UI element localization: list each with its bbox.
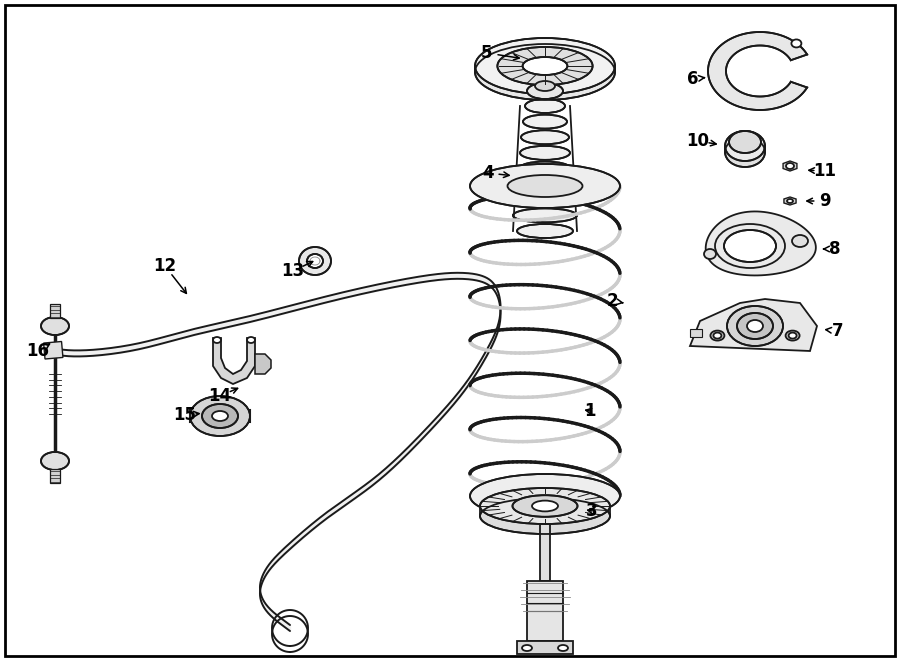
- Ellipse shape: [498, 47, 592, 85]
- Ellipse shape: [792, 235, 808, 247]
- Ellipse shape: [41, 452, 69, 470]
- Ellipse shape: [532, 500, 558, 512]
- Ellipse shape: [791, 40, 801, 48]
- Ellipse shape: [558, 645, 568, 651]
- Ellipse shape: [212, 411, 228, 421]
- Bar: [50, 304, 60, 318]
- Ellipse shape: [788, 332, 796, 338]
- Ellipse shape: [299, 247, 331, 275]
- Text: 10: 10: [687, 132, 709, 150]
- Text: 16: 16: [26, 342, 50, 360]
- Ellipse shape: [202, 404, 238, 428]
- Ellipse shape: [523, 57, 567, 75]
- Ellipse shape: [508, 175, 582, 197]
- Ellipse shape: [520, 146, 570, 160]
- Ellipse shape: [737, 313, 773, 339]
- Bar: [540, 521, 550, 581]
- Bar: [50, 469, 60, 483]
- Text: 11: 11: [814, 162, 836, 180]
- Ellipse shape: [480, 488, 610, 524]
- Polygon shape: [708, 32, 807, 110]
- Ellipse shape: [786, 330, 799, 340]
- Polygon shape: [706, 212, 816, 276]
- Polygon shape: [255, 354, 271, 374]
- Ellipse shape: [470, 164, 620, 208]
- Ellipse shape: [247, 337, 255, 343]
- Ellipse shape: [190, 396, 250, 436]
- Text: 2: 2: [607, 292, 617, 310]
- Ellipse shape: [475, 44, 615, 100]
- Ellipse shape: [729, 131, 761, 153]
- Ellipse shape: [515, 193, 575, 207]
- Ellipse shape: [525, 99, 565, 113]
- Ellipse shape: [470, 474, 620, 518]
- Polygon shape: [784, 197, 796, 205]
- Text: 9: 9: [819, 192, 831, 210]
- Polygon shape: [690, 299, 817, 351]
- Ellipse shape: [523, 114, 567, 129]
- Bar: [517, 641, 573, 654]
- Ellipse shape: [786, 163, 794, 169]
- Text: 7: 7: [832, 322, 844, 340]
- Text: 12: 12: [153, 257, 176, 275]
- Ellipse shape: [519, 161, 571, 176]
- Polygon shape: [783, 161, 796, 171]
- Bar: [43, 342, 63, 359]
- Text: 4: 4: [482, 164, 494, 182]
- Ellipse shape: [714, 332, 722, 338]
- Ellipse shape: [475, 38, 615, 94]
- Ellipse shape: [724, 230, 776, 262]
- Text: 5: 5: [482, 44, 493, 62]
- Ellipse shape: [41, 317, 69, 335]
- Ellipse shape: [512, 495, 578, 517]
- Ellipse shape: [517, 177, 573, 191]
- Ellipse shape: [527, 83, 563, 99]
- Ellipse shape: [521, 130, 569, 144]
- Ellipse shape: [704, 249, 716, 259]
- Bar: [690, 329, 702, 337]
- Ellipse shape: [787, 199, 793, 203]
- Ellipse shape: [307, 254, 323, 268]
- Polygon shape: [213, 338, 255, 384]
- Ellipse shape: [725, 137, 765, 167]
- Ellipse shape: [727, 306, 783, 346]
- Text: 15: 15: [174, 406, 196, 424]
- Bar: [527, 581, 563, 641]
- Text: 8: 8: [829, 240, 841, 258]
- Ellipse shape: [513, 208, 577, 222]
- Ellipse shape: [710, 330, 724, 340]
- Text: 14: 14: [209, 387, 231, 405]
- Ellipse shape: [517, 224, 573, 238]
- Ellipse shape: [725, 131, 765, 161]
- Text: 3: 3: [586, 502, 598, 520]
- Ellipse shape: [522, 645, 532, 651]
- Text: 1: 1: [584, 402, 596, 420]
- Ellipse shape: [480, 498, 610, 534]
- Text: 6: 6: [688, 70, 698, 88]
- Ellipse shape: [535, 81, 555, 91]
- Ellipse shape: [747, 320, 763, 332]
- Text: 13: 13: [282, 262, 304, 280]
- Ellipse shape: [213, 337, 221, 343]
